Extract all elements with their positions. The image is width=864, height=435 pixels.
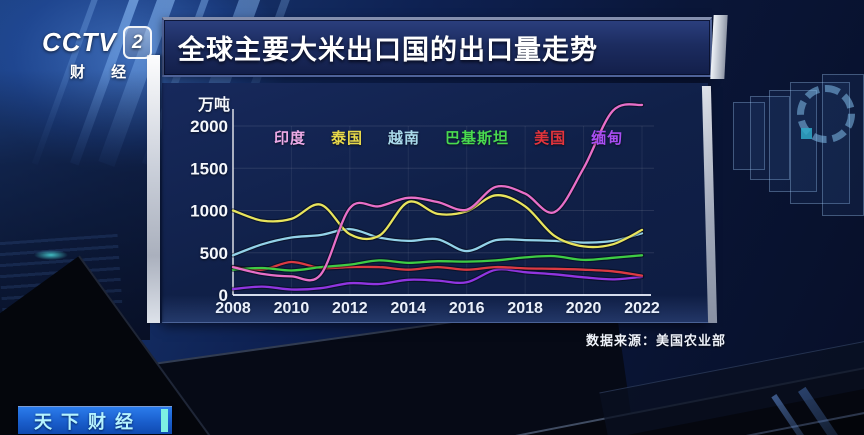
backdrop-chip [801, 128, 812, 139]
legend-item-2: 越南 [388, 130, 421, 147]
backdrop-glass-panel [750, 96, 790, 180]
chart-legend: 印度 泰国 越南 巴基斯坦 美国 缅甸 [274, 127, 623, 148]
x-tick-label: 2014 [390, 300, 426, 317]
cctv-logo-text: CCTV [42, 27, 117, 57]
series-line-0 [231, 103, 644, 282]
badge-accent-bar [161, 409, 168, 432]
y-axis-unit: 万吨 [197, 95, 230, 114]
backdrop-dial-graphic [797, 85, 855, 143]
x-tick-label: 2016 [449, 300, 485, 317]
y-tick-label: 1500 [190, 159, 228, 178]
x-tick-label: 2020 [566, 300, 602, 317]
banner-glass-cap [710, 15, 728, 79]
cctv-logo: CCTV 2 财 经 [42, 26, 152, 82]
series-line-4 [231, 260, 644, 277]
x-tick-label: 2022 [624, 300, 660, 317]
cctv-logo-subtitle: 财 经 [70, 64, 138, 81]
x-tick-label: 2010 [274, 300, 310, 317]
y-tick-label: 1000 [190, 202, 228, 221]
legend-item-5: 缅甸 [591, 130, 624, 147]
x-tick-label: 2008 [215, 300, 251, 317]
rice-export-trend-chart: 万吨 0 500 1000 1500 2000 2008 2010 2012 2014 2016 20… [190, 95, 660, 317]
legend-item-0: 印度 [274, 130, 307, 147]
x-tick-label: 2018 [507, 300, 543, 317]
program-badge: 天下财经 [18, 406, 172, 434]
x-tick-label: 2012 [332, 300, 368, 317]
series-line-2 [231, 227, 644, 257]
chart-panel: 万吨 0 500 1000 1500 2000 2008 2010 2012 2014 2016 20… [162, 83, 708, 323]
legend-item-3: 巴基斯坦 [445, 130, 510, 147]
legend-item-1: 泰国 [331, 130, 364, 147]
y-tick-label: 2000 [190, 117, 228, 136]
backdrop-glass-panel [733, 102, 765, 170]
legend-item-4: 美国 [534, 130, 567, 147]
studio-led-glow [34, 250, 68, 260]
cctv-channel-number: 2 [122, 26, 152, 59]
y-tick-label: 500 [200, 244, 228, 263]
program-badge-label: 天下财经 [34, 411, 142, 432]
series-line-3 [231, 254, 644, 272]
data-source-caption: 数据来源：美国农业部 [586, 333, 727, 348]
glass-slab-left [147, 55, 160, 323]
chart-title: 全球主要大米出口国的出口量走势 [178, 35, 598, 65]
series-line-5 [231, 268, 644, 291]
chart-title-banner: 全球主要大米出口国的出口量走势 [162, 17, 712, 77]
y-tick-label: 0 [219, 286, 228, 305]
series-line-1 [231, 194, 644, 249]
